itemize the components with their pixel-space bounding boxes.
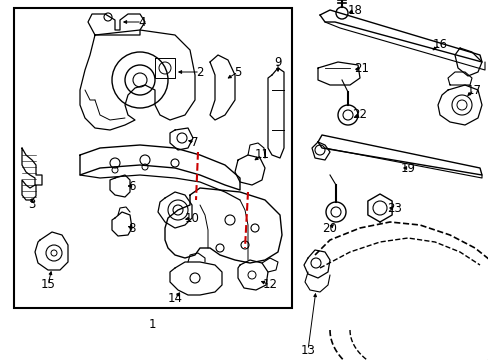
Text: 12: 12 [262,279,277,292]
Text: 13: 13 [300,343,315,356]
Text: 4: 4 [138,15,145,28]
Text: 1: 1 [148,319,156,332]
Text: 16: 16 [431,39,447,51]
Text: 17: 17 [466,84,481,96]
Text: 6: 6 [128,180,136,193]
Text: 9: 9 [274,55,281,68]
Text: 23: 23 [387,202,402,215]
Text: 15: 15 [41,279,55,292]
Text: 14: 14 [167,292,182,305]
Text: 21: 21 [354,62,369,75]
Text: 3: 3 [28,198,36,211]
Text: 8: 8 [128,221,135,234]
Text: 5: 5 [234,66,241,78]
Text: 22: 22 [352,108,367,122]
Text: 11: 11 [254,148,269,162]
Bar [14,8,291,308]
Text: 19: 19 [400,162,415,175]
Text: 2: 2 [196,66,203,78]
Text: 18: 18 [347,4,362,17]
Text: 7: 7 [191,135,198,148]
Text: 10: 10 [184,211,199,225]
Text: 20: 20 [322,221,337,234]
